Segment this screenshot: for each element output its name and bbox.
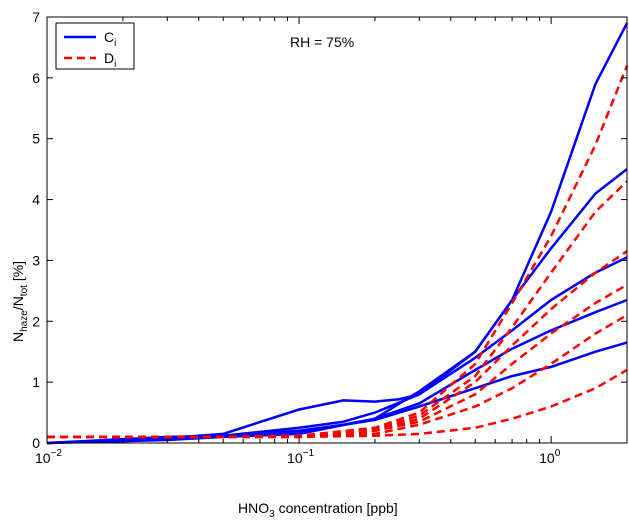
legend-label-c-base: C — [104, 29, 114, 45]
rh-annotation: RH = 75% — [290, 34, 354, 50]
legend-box — [55, 22, 135, 70]
y-axis-label-p3: [%] — [10, 261, 26, 285]
legend: Ci Di — [55, 22, 135, 70]
x-tick-label: 100 — [539, 448, 561, 466]
x-axis-label-base: HNO — [238, 500, 269, 516]
y-axis-label-sub2: tot — [19, 285, 30, 296]
x-axis-label-sub: 3 — [269, 509, 275, 520]
legend-label-c-sub: i — [114, 38, 116, 49]
series-line-2 — [46, 168, 628, 445]
y-axis-label-p1: N — [10, 332, 26, 342]
x-axis-label-rest: concentration [ppb] — [275, 500, 398, 516]
legend-label-d-base: D — [104, 50, 114, 66]
legend-label-c: Ci — [104, 29, 116, 49]
y-tick-label: 5 — [32, 131, 40, 147]
y-axis-label: Nhaze/Ntot [%] — [10, 261, 30, 342]
y-tick-label: 7 — [32, 9, 40, 25]
y-tick-label: 3 — [32, 252, 40, 268]
y-tick-label: 4 — [32, 192, 40, 208]
y-tick-label: 2 — [32, 313, 40, 329]
x-axis-label: HNO3 concentration [ppb] — [238, 500, 398, 520]
y-axis-label-p2: /N — [10, 296, 26, 310]
x-tick-label: 10−2 — [35, 448, 62, 466]
y-axis-label-sub1: haze — [19, 310, 30, 332]
y-tick-label: 1 — [32, 374, 40, 390]
series-lines — [46, 22, 629, 445]
x-tick-label: 10−1 — [287, 448, 314, 466]
legend-label-d: Di — [104, 50, 116, 70]
axis-ticks: 0 1 2 3 4 5 6 7 10−2 10−1 100 — [32, 9, 628, 466]
plot-background — [47, 17, 627, 443]
legend-label-d-sub: i — [114, 59, 116, 70]
y-tick-label: 0 — [32, 435, 40, 451]
y-tick-label: 6 — [32, 70, 40, 86]
plot-frame — [46, 16, 628, 444]
series-line-11 — [47, 368, 628, 439]
